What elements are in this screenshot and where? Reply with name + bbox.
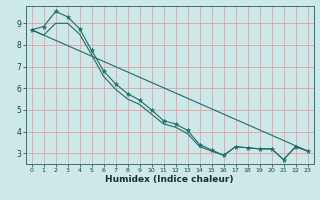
X-axis label: Humidex (Indice chaleur): Humidex (Indice chaleur)	[105, 175, 234, 184]
